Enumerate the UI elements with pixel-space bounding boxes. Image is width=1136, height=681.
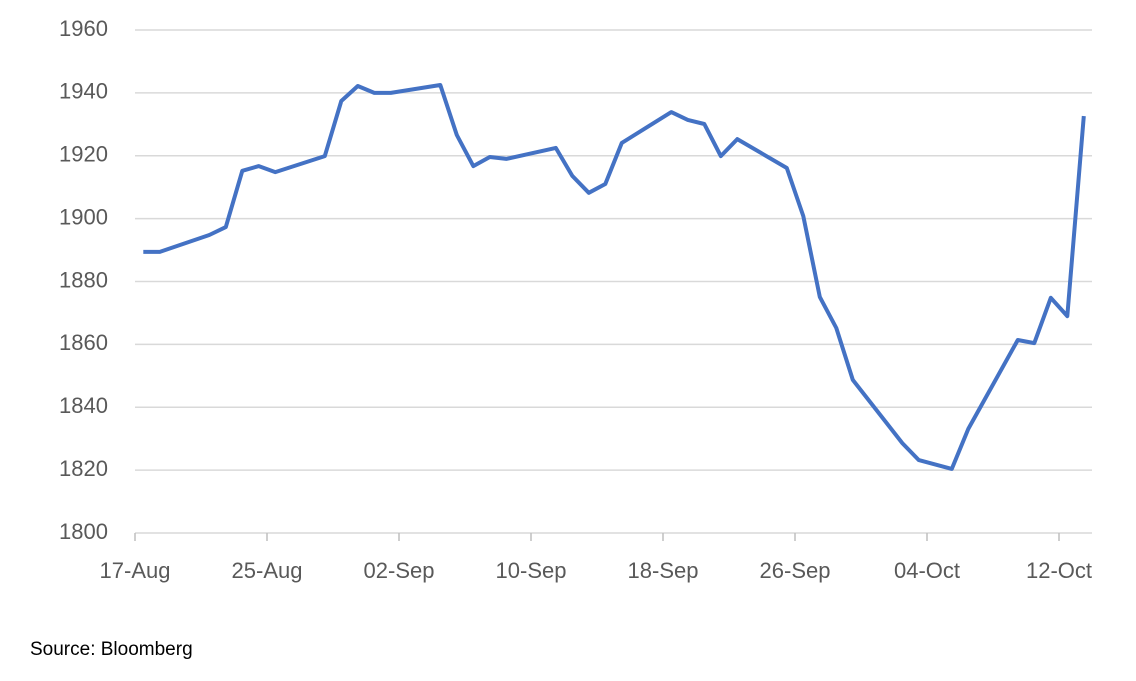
x-tick-label: 12-Oct — [1026, 558, 1092, 583]
source-note: Source: Bloomberg — [30, 639, 193, 660]
y-tick-label: 1880 — [59, 267, 108, 292]
x-tick-label: 02-Sep — [364, 558, 435, 583]
x-tick-label: 17-Aug — [100, 558, 171, 583]
x-tick-label: 25-Aug — [232, 558, 303, 583]
y-tick-label: 1840 — [59, 393, 108, 418]
x-tick-label: 04-Oct — [894, 558, 960, 583]
y-tick-label: 1900 — [59, 204, 108, 229]
price-line — [143, 83, 1086, 471]
x-tick-label: 18-Sep — [628, 558, 699, 583]
y-tick-label: 1820 — [59, 456, 108, 481]
y-tick-label: 1960 — [59, 16, 108, 41]
y-tick-label: 1860 — [59, 330, 108, 355]
y-tick-label: 1800 — [59, 519, 108, 544]
y-tick-label: 1940 — [59, 79, 108, 104]
x-tick-label: 10-Sep — [496, 558, 567, 583]
y-tick-label: 1920 — [59, 142, 108, 167]
x-tick-label: 26-Sep — [760, 558, 831, 583]
